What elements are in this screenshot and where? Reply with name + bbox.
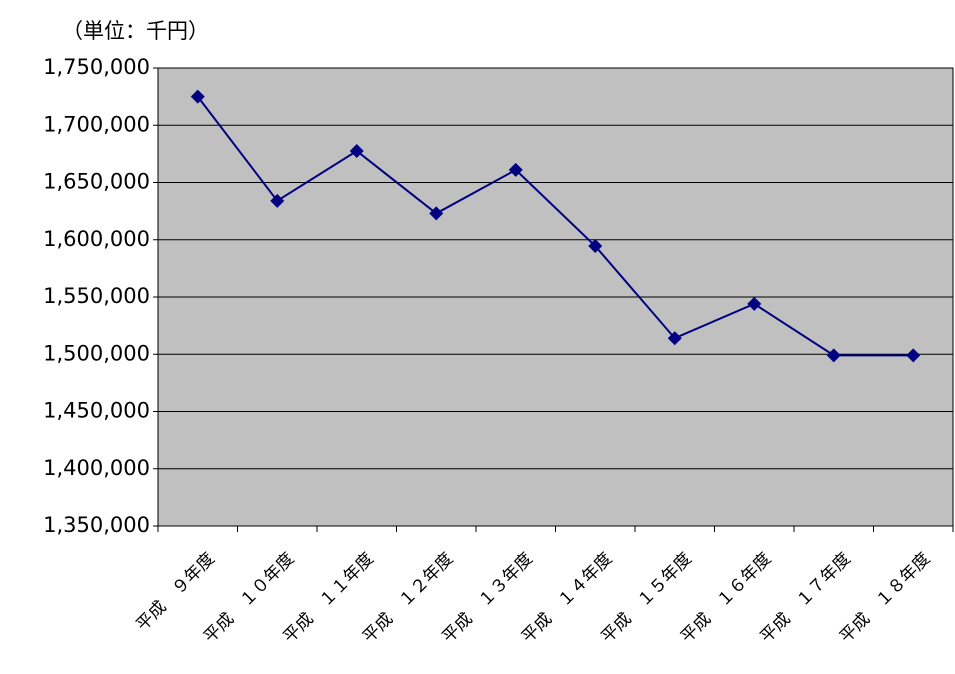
series-line [196, 96, 914, 357]
x-tick-label: 平成 ９年度 [133, 549, 219, 635]
marker [906, 348, 921, 363]
marker [508, 162, 523, 177]
marker [349, 144, 364, 159]
y-tick-label: 1,500,000 [43, 341, 150, 365]
y-tick-label: 1,550,000 [43, 284, 150, 308]
y-tick-label: 1,400,000 [43, 456, 150, 480]
y-tick-label: 1,450,000 [43, 399, 150, 423]
marker [190, 89, 205, 104]
marker [667, 331, 682, 346]
y-tick-label: 1,650,000 [43, 170, 150, 194]
marker [747, 296, 762, 311]
y-tick-label: 1,750,000 [43, 55, 150, 79]
marker [826, 348, 841, 363]
marker [270, 193, 285, 208]
unit-label: （単位：千円） [62, 19, 209, 43]
y-tick-label: 1,600,000 [43, 227, 150, 251]
marker [588, 239, 603, 254]
y-tick-label: 1,350,000 [43, 513, 150, 537]
y-tick-label: 1,700,000 [43, 112, 150, 136]
marker [429, 206, 444, 221]
